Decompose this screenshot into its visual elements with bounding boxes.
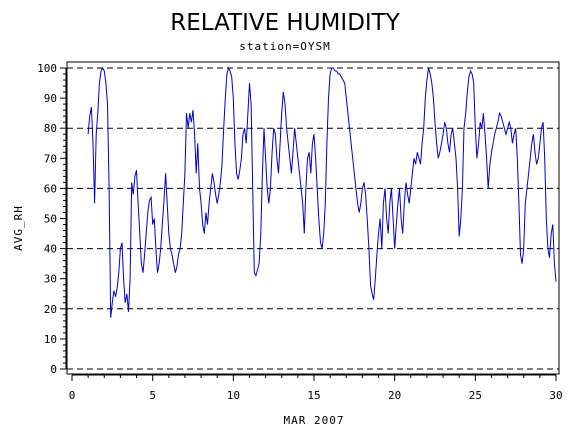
y-tick-label: 100 <box>37 62 57 75</box>
y-axis-label: AVG_RH <box>12 205 25 251</box>
y-tick-label: 30 <box>44 273 57 286</box>
x-tick-label: 5 <box>149 389 156 402</box>
y-tick-label: 40 <box>44 243 57 256</box>
x-tick-label: 20 <box>388 389 401 402</box>
x-tick-label: 15 <box>307 389 320 402</box>
y-tick-label: 90 <box>44 92 57 105</box>
y-axis: 0 10 20 30 40 50 60 70 80 90 100 <box>37 62 67 376</box>
reference-lines <box>67 67 559 370</box>
y-tick-label: 0 <box>50 363 57 376</box>
y-tick-label: 50 <box>44 213 57 226</box>
y-tick-label: 20 <box>44 303 57 316</box>
x-tick-label: 25 <box>469 389 482 402</box>
data-series <box>87 66 557 318</box>
plot-frame <box>66 61 560 375</box>
chart-subtitle: station=OYSM <box>239 40 330 53</box>
y-tick-label: 70 <box>44 152 57 165</box>
x-tick-label: 0 <box>69 389 76 402</box>
x-axis: 0 5 10 15 20 25 30 <box>69 374 563 402</box>
chart-title: RELATIVE HUMIDITY <box>170 10 401 36</box>
rh-series-line <box>87 66 557 318</box>
x-tick-label: 10 <box>227 389 240 402</box>
x-tick-label: 30 <box>549 389 562 402</box>
y-tick-label: 10 <box>44 333 57 346</box>
y-tick-label: 60 <box>44 182 57 195</box>
x-axis-label: MAR 2007 <box>284 414 345 427</box>
y-tick-label: 80 <box>44 122 57 135</box>
